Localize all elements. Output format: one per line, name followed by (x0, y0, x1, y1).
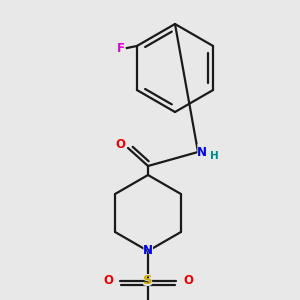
Text: N: N (142, 244, 154, 259)
Text: O: O (103, 274, 113, 287)
Text: O: O (183, 274, 193, 287)
Text: N: N (143, 244, 153, 257)
Text: S: S (143, 274, 153, 287)
Text: N: N (196, 145, 208, 160)
Text: O: O (182, 274, 194, 289)
Text: O: O (114, 136, 126, 152)
Text: O: O (115, 137, 125, 151)
Text: H: H (208, 149, 220, 163)
Text: F: F (116, 41, 126, 56)
Text: F: F (117, 43, 125, 56)
Text: S: S (142, 274, 154, 289)
Text: H: H (210, 151, 218, 161)
Text: O: O (102, 274, 114, 289)
Text: N: N (197, 146, 207, 158)
